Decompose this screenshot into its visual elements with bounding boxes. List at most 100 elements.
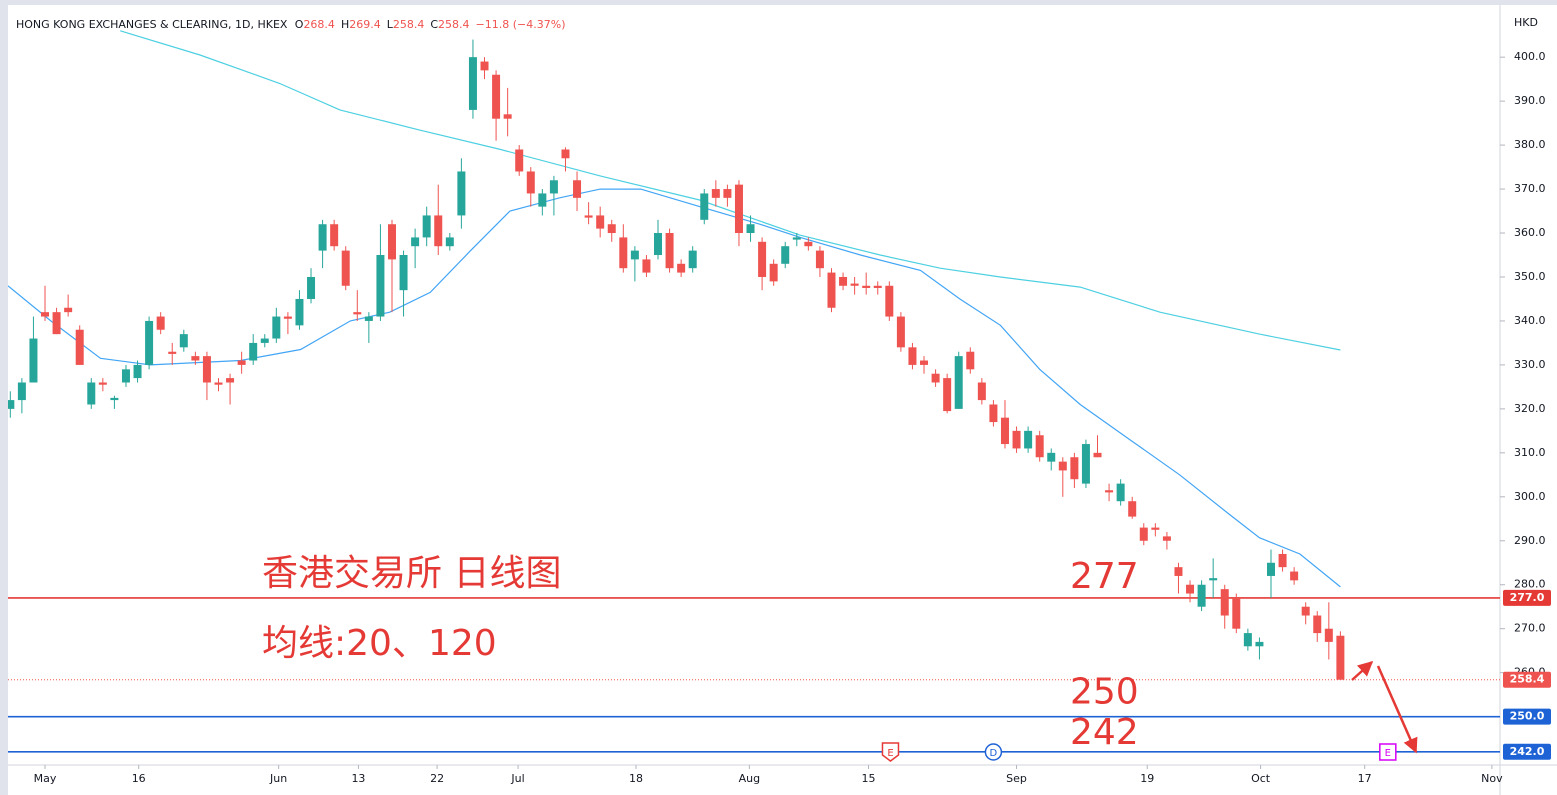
arrow	[1376, 665, 1418, 754]
y-tick-label: 390.0	[1514, 94, 1546, 107]
candle-body	[1093, 452, 1102, 458]
x-tick-label: 16	[132, 772, 146, 785]
candle-body	[307, 276, 316, 299]
candle-body	[1232, 597, 1241, 629]
candle-body	[734, 184, 743, 234]
candle-body	[700, 193, 709, 220]
y-tick-label: 380.0	[1514, 138, 1546, 151]
plot	[8, 30, 1500, 753]
moving-average	[120, 30, 1341, 351]
candle-body	[1058, 461, 1067, 471]
y-tick-label: 350.0	[1514, 270, 1546, 283]
field-key: H	[341, 18, 349, 31]
x-tick-label: Oct	[1251, 772, 1271, 785]
y-tick-label: 290.0	[1514, 534, 1546, 547]
candle-body	[1151, 527, 1160, 530]
candle-body	[596, 215, 605, 229]
x-tick-label: 17	[1358, 772, 1372, 785]
candle-body	[1128, 501, 1137, 517]
candle-body	[272, 316, 281, 339]
currency: HKD	[1514, 16, 1538, 29]
candle-body	[1266, 562, 1275, 576]
event-marker	[1379, 743, 1397, 761]
y-tick-label: 270.0	[1514, 622, 1546, 635]
candle-body	[64, 307, 73, 313]
candle-body	[573, 180, 582, 198]
price-badge	[1503, 589, 1551, 606]
x-tick-label: 18	[629, 772, 643, 785]
x-tick-label: Sep	[1006, 772, 1027, 785]
left-edge	[0, 0, 8, 795]
y-tick-label: 310.0	[1514, 446, 1546, 459]
candle-body	[966, 351, 975, 370]
field-value: 258.4	[438, 18, 470, 31]
candle-body	[538, 193, 547, 207]
candle-body	[1313, 615, 1322, 634]
y-tick-label: 360.0	[1514, 226, 1546, 239]
candle-body	[1070, 457, 1079, 480]
candle-body	[954, 356, 963, 409]
moving-average	[8, 188, 1341, 588]
candle-body	[943, 378, 952, 412]
candle-body	[214, 382, 223, 385]
level-annotation: 242	[1070, 712, 1139, 753]
candle-body	[1035, 435, 1044, 458]
candle-body	[723, 189, 732, 198]
candle-body	[341, 250, 350, 286]
candle-body	[376, 255, 385, 317]
annotation: 香港交易所 日线图	[262, 553, 561, 594]
candle-body	[29, 338, 38, 383]
candle-body	[781, 246, 790, 264]
candle-body	[1047, 452, 1056, 462]
field-key: C	[430, 18, 438, 31]
candle-body	[110, 397, 119, 401]
y-tick-label: 340.0	[1514, 314, 1546, 327]
candle-body	[87, 382, 96, 405]
candle-body	[688, 250, 697, 269]
x-tick-label: May	[34, 772, 57, 785]
candle-body	[1024, 430, 1033, 449]
candle-body	[885, 285, 894, 317]
x-tick-label: Nov	[1481, 772, 1503, 785]
candle-body	[411, 237, 420, 247]
candle-body	[249, 342, 258, 361]
candle-body	[468, 57, 477, 110]
candle-body	[1162, 536, 1171, 541]
candle-body	[445, 237, 454, 247]
candle-body	[387, 224, 396, 260]
price-badge	[1503, 671, 1551, 688]
candle-body	[526, 171, 535, 194]
candle-body	[862, 285, 871, 288]
x-tick-label: 19	[1140, 772, 1154, 785]
candle-body	[503, 114, 512, 119]
price-badge-label: 277.0	[1510, 591, 1545, 604]
x-tick-label: 22	[430, 772, 444, 785]
candle-body	[827, 272, 836, 308]
candle-body	[642, 259, 651, 273]
price-badge	[1503, 708, 1551, 725]
candle-body	[202, 356, 211, 383]
candle-body	[1324, 628, 1333, 642]
candle-body	[619, 237, 628, 269]
candle-body	[457, 171, 466, 216]
candle-body	[839, 276, 848, 286]
field-key: O	[295, 18, 304, 31]
candle-body	[492, 74, 501, 119]
change: −11.8 (−4.37%)	[476, 18, 566, 31]
candle-body	[931, 373, 940, 383]
candle-body	[1000, 417, 1009, 445]
candle-body	[295, 298, 304, 326]
candle-body	[804, 241, 813, 247]
candle-body	[434, 215, 443, 247]
candle-body	[873, 285, 882, 288]
candle-body	[1186, 584, 1195, 594]
field-value: 269.4	[349, 18, 381, 31]
candle-body	[41, 312, 50, 317]
candle-body	[1012, 430, 1021, 449]
candle-body	[145, 320, 154, 365]
candle-body	[17, 382, 26, 401]
candle-body	[677, 263, 686, 273]
candle-body	[584, 215, 593, 218]
level-annotation: 250	[1070, 672, 1139, 713]
